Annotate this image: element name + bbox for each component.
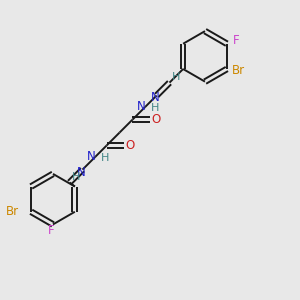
Text: H: H xyxy=(72,172,80,182)
Text: H: H xyxy=(172,72,180,82)
Text: Br: Br xyxy=(232,64,245,77)
Text: O: O xyxy=(152,113,161,126)
Text: F: F xyxy=(48,224,55,237)
Text: F: F xyxy=(232,34,239,47)
Text: N: N xyxy=(151,92,160,104)
Text: N: N xyxy=(76,166,85,178)
Text: N: N xyxy=(137,100,146,113)
Text: H: H xyxy=(101,153,109,163)
Text: H: H xyxy=(151,103,159,113)
Text: Br: Br xyxy=(5,205,19,218)
Text: N: N xyxy=(87,150,96,163)
Text: O: O xyxy=(126,139,135,152)
